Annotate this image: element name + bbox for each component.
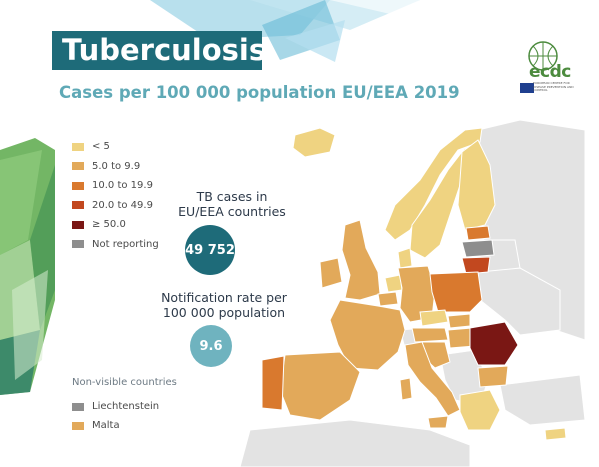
country-sicily: [427, 415, 449, 429]
country-belgium: [377, 291, 399, 307]
legend-swatch: [72, 402, 84, 411]
legend-swatch: [72, 181, 84, 190]
legend-swatch: [72, 201, 84, 210]
legend-swatch: [72, 240, 84, 249]
non-visible-item: Liechtenstein: [72, 397, 177, 416]
country-romania: [469, 321, 519, 366]
legend-label: 20.0 to 49.9: [92, 199, 153, 211]
non-visible-label: Malta: [92, 420, 120, 431]
country-czechia: [419, 309, 449, 327]
non-visible-label: Liechtenstein: [92, 401, 160, 412]
legend-swatch: [72, 162, 84, 171]
cases-heading: TB cases in EU/EEA countries: [178, 189, 286, 219]
country-spain: [279, 351, 361, 421]
legend-item: Not reporting: [72, 235, 159, 255]
country-sardinia: [399, 377, 413, 401]
legend-label: ≥ 50.0: [92, 219, 126, 231]
country-denmark: [397, 247, 413, 269]
legend-label: Not reporting: [92, 238, 159, 250]
country-bulgaria: [477, 365, 509, 388]
country-ireland: [319, 257, 343, 289]
map-region-africa: [239, 419, 471, 467]
legend-label: 5.0 to 9.9: [92, 160, 141, 172]
country-france: [329, 299, 406, 371]
country-italy: [404, 341, 461, 417]
legend-swatch: [72, 220, 84, 229]
non-visible-title: Non-visible countries: [72, 377, 177, 388]
country-latvia: [461, 239, 495, 258]
country-iceland: [292, 127, 336, 158]
legend-item: 20.0 to 49.9: [72, 196, 159, 216]
legend-item: < 5: [72, 137, 159, 157]
country-slovakia: [447, 313, 471, 329]
legend-item: 5.0 to 9.9: [72, 157, 159, 177]
country-portugal: [261, 355, 285, 411]
map-countries: [261, 127, 567, 441]
map-group: [239, 119, 586, 467]
logo-subtext: EUROPEAN CENTRE FOR DISEASE PREVENTION A…: [533, 81, 574, 92]
ecdc-logo-icon: [520, 41, 558, 93]
legend-label: < 5: [92, 141, 110, 153]
logo-text: ecdc: [529, 62, 571, 82]
legend-item: 10.0 to 19.9: [72, 176, 159, 196]
legend-swatch: [72, 142, 84, 151]
non-visible-item: Malta: [72, 416, 177, 435]
country-lithuania: [461, 256, 491, 275]
map-region-ukraine: [474, 267, 561, 336]
map-region-turkey: [499, 374, 586, 426]
country-norway: [384, 127, 483, 241]
rate-heading: Notification rate per 100 000 population: [161, 290, 287, 320]
non-visible-countries: Non-visible countries Liechtenstein Malt…: [72, 377, 177, 435]
rate-badge: 9.6: [190, 325, 232, 367]
cases-badge: 49 752: [185, 225, 235, 275]
page-subtitle: Cases per 100 000 population EU/EEA 2019: [59, 83, 460, 102]
country-greece: [459, 389, 501, 431]
page-title: Tuberculosis: [52, 31, 266, 70]
country-poland: [429, 271, 483, 313]
legend-item: ≥ 50.0: [72, 215, 159, 235]
legend-label: 10.0 to 19.9: [92, 180, 153, 192]
country-estonia: [465, 225, 491, 241]
legend: < 5 5.0 to 9.9 10.0 to 19.9 20.0 to 49.9…: [72, 137, 159, 254]
country-cyprus: [544, 427, 567, 441]
country-uk: [341, 219, 381, 301]
country-austria: [411, 327, 449, 343]
country-finland: [457, 139, 496, 231]
legend-swatch: [72, 421, 84, 430]
